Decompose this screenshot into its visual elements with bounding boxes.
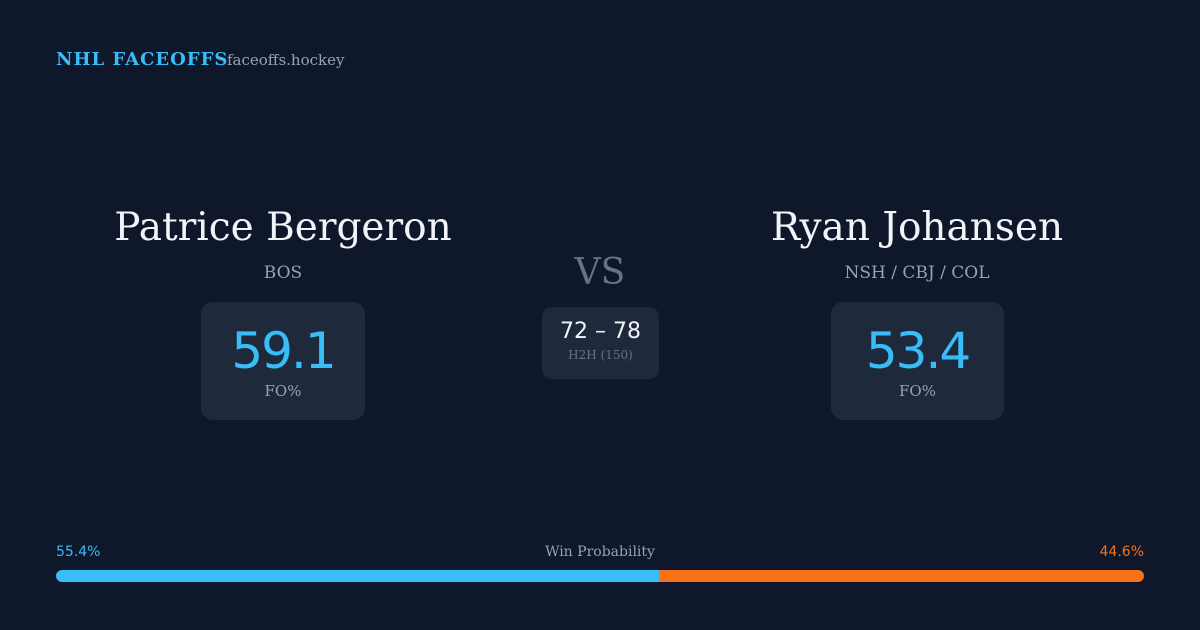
win-prob-bar (56, 570, 1144, 582)
stat-card: 59.1 FO% (201, 302, 365, 420)
fo-pct: 53.4 (865, 322, 971, 380)
bar-segment (658, 570, 1144, 582)
player-name: Ryan Johansen (770, 205, 1064, 250)
win-prob-label: Win Probability (545, 544, 655, 560)
win-prob-left: 55.4% (56, 544, 101, 560)
vs-label: VS (574, 252, 626, 293)
player-team: BOS (263, 263, 303, 283)
site-name: faceoffs.hockey (227, 51, 345, 69)
win-prob-right: 44.6% (1099, 544, 1144, 560)
player-team: NSH / CBJ / COL (844, 263, 990, 283)
player-name: Patrice Bergeron (114, 205, 452, 250)
fo-label: FO% (264, 382, 302, 400)
fo-label: FO% (899, 382, 936, 400)
brand-title: NHL FACEOFFS (56, 49, 229, 70)
stat-card: 53.4 FO% (831, 302, 1004, 420)
bar-segment (56, 570, 659, 582)
h2h-score: 72 – 78 (560, 319, 641, 344)
h2h-label: H2H (150) (568, 348, 633, 362)
fo-pct: 59.1 (231, 322, 336, 380)
h2h-card: 72 – 78 H2H (150) (542, 307, 659, 379)
